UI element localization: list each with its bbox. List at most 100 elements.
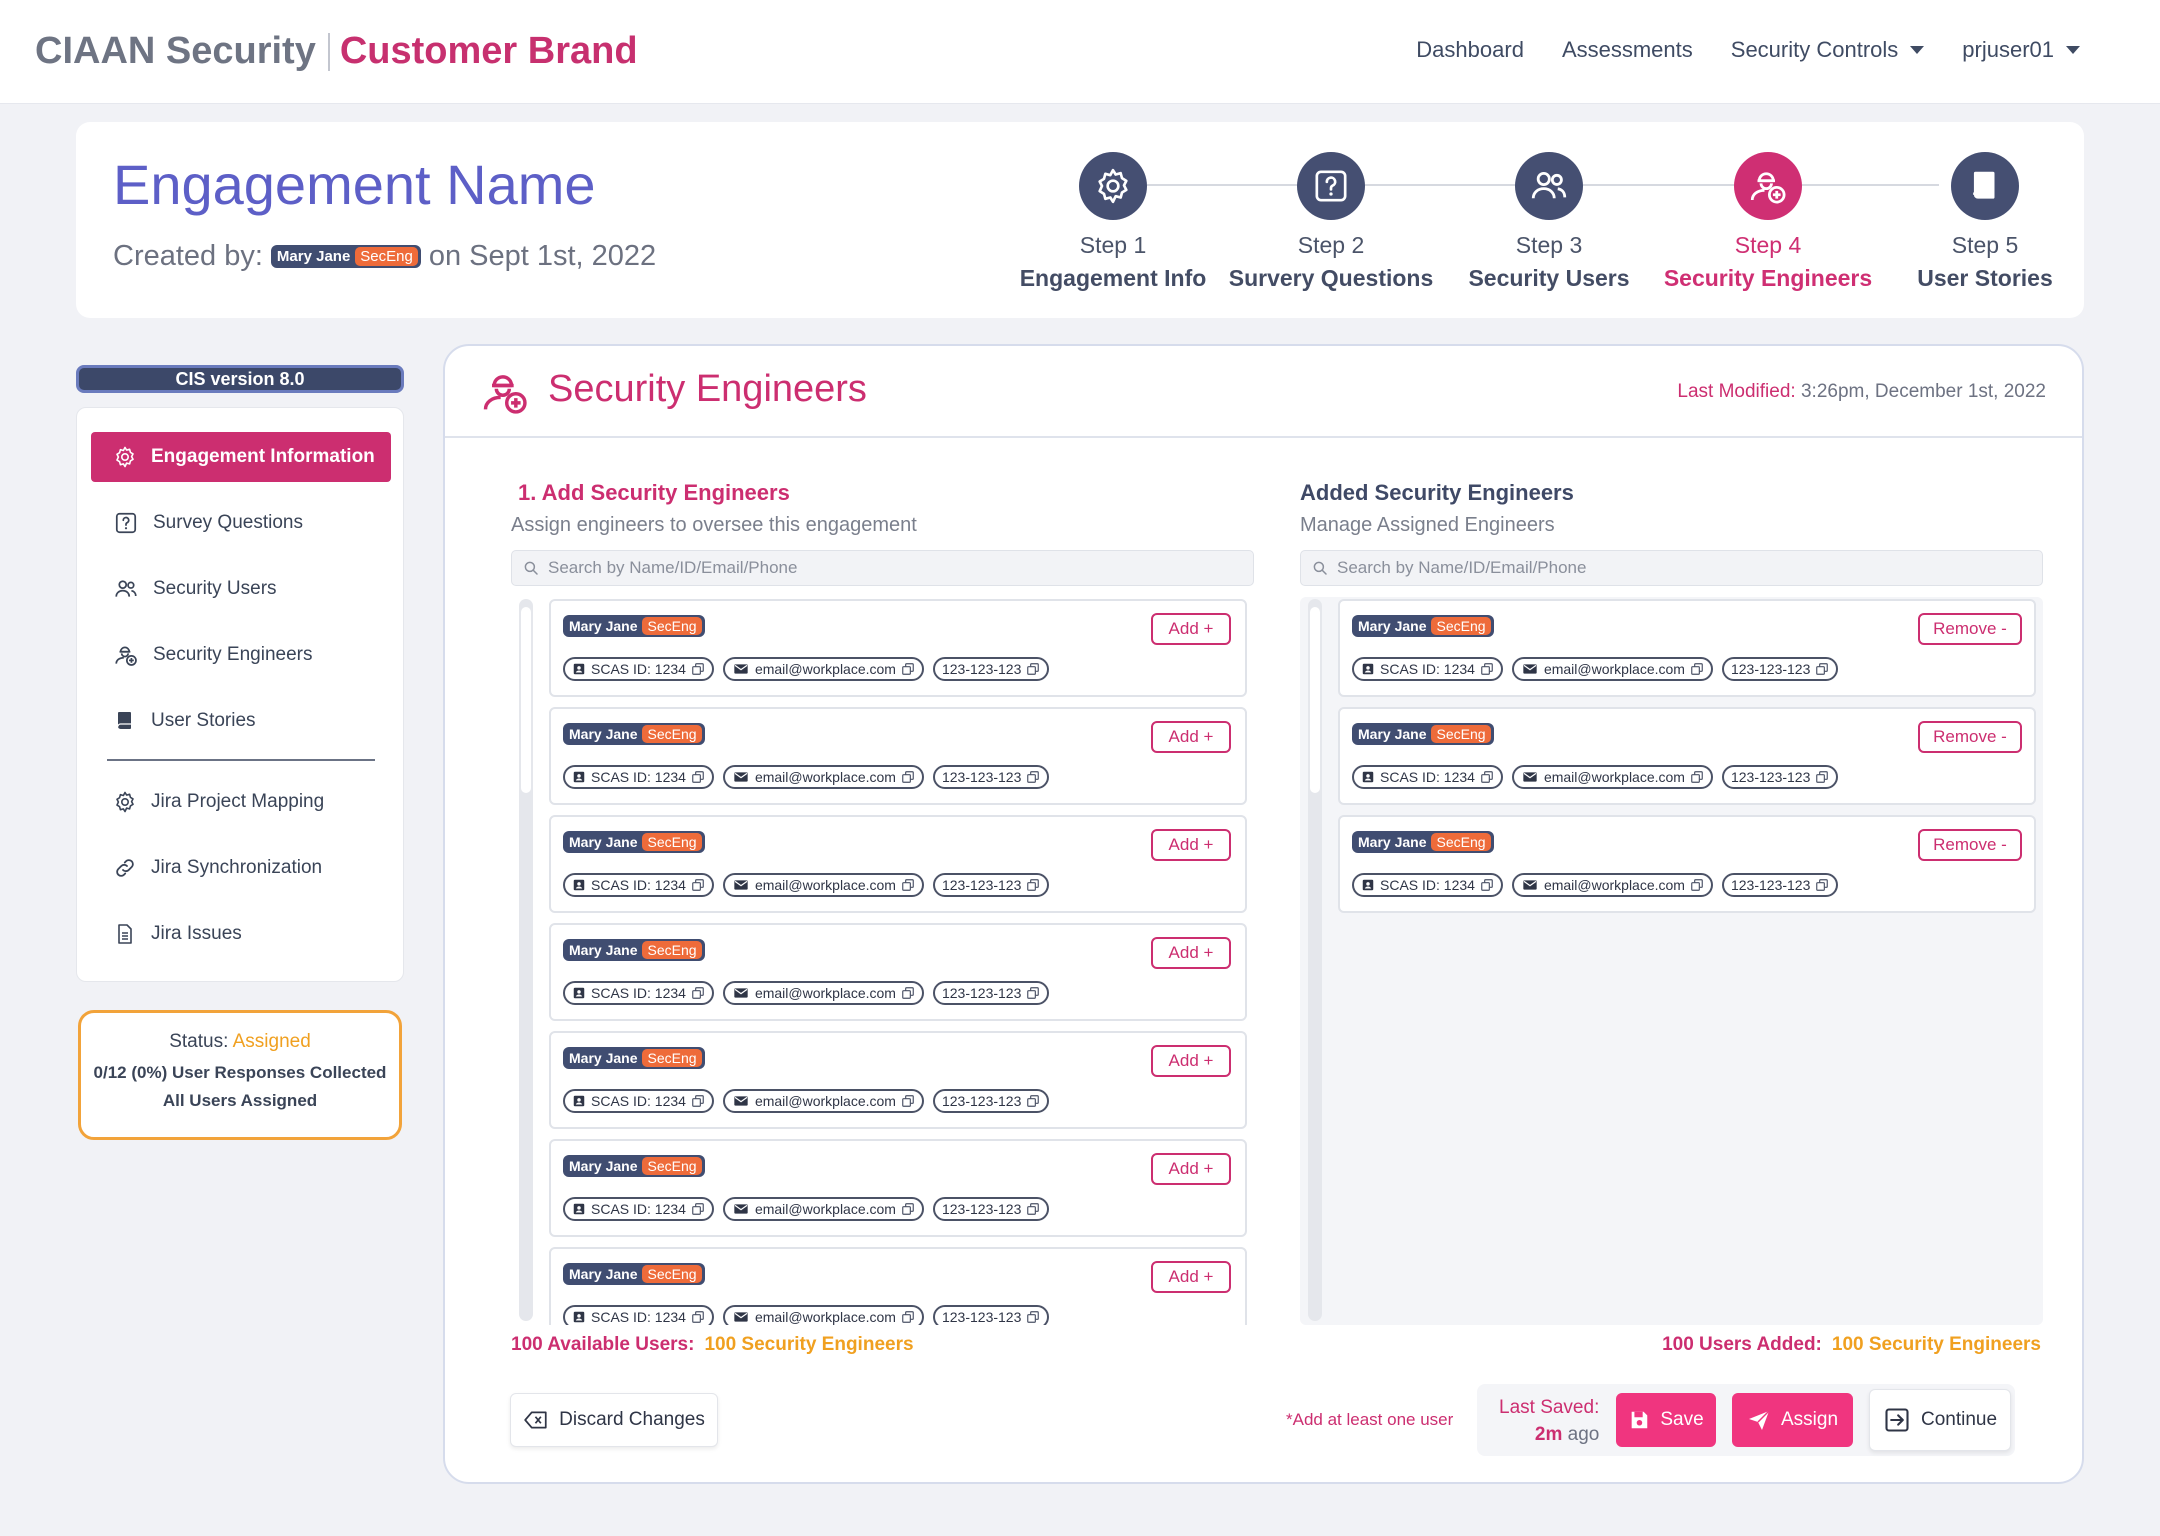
scas-id-pill[interactable]: SCAS ID: 1234: [1352, 657, 1503, 681]
email-pill[interactable]: email@workplace.com: [722, 873, 924, 897]
phone-pill[interactable]: 123-123-123: [932, 1197, 1050, 1221]
step-survey-questions[interactable]: Step 2 Survery Questions: [1221, 152, 1441, 292]
sidebar-item-security-engineers[interactable]: Security Engineers: [91, 630, 391, 680]
nav-assessments[interactable]: Assessments: [1562, 37, 1693, 63]
scrollbar[interactable]: [519, 599, 533, 1321]
copy-icon[interactable]: [1026, 1094, 1040, 1108]
copy-icon[interactable]: [1026, 1202, 1040, 1216]
scas-id-pill[interactable]: SCAS ID: 1234: [563, 981, 714, 1005]
copy-icon[interactable]: [691, 986, 705, 1000]
copy-icon[interactable]: [901, 1202, 915, 1216]
copy-icon[interactable]: [901, 1094, 915, 1108]
email-pill[interactable]: email@workplace.com: [1511, 873, 1713, 897]
copy-icon[interactable]: [901, 878, 915, 892]
scrollbar[interactable]: [1308, 599, 1322, 1321]
remove-engineer-button[interactable]: Remove -: [1918, 829, 2022, 861]
scas-id-pill[interactable]: SCAS ID: 1234: [563, 1089, 714, 1113]
step-user-stories[interactable]: Step 5 User Stories: [1875, 152, 2095, 292]
step-security-users[interactable]: Step 3 Security Users: [1439, 152, 1659, 292]
nav-dashboard[interactable]: Dashboard: [1416, 37, 1524, 63]
add-engineer-button[interactable]: Add +: [1151, 613, 1231, 645]
copy-icon[interactable]: [1026, 1310, 1040, 1324]
assign-button[interactable]: Assign: [1732, 1393, 1853, 1447]
add-engineer-button[interactable]: Add +: [1151, 1045, 1231, 1077]
scas-id-pill[interactable]: SCAS ID: 1234: [563, 873, 714, 897]
remove-engineer-button[interactable]: Remove -: [1918, 721, 2022, 753]
nav-user-menu[interactable]: prjuser01: [1962, 37, 2080, 63]
copy-icon[interactable]: [1815, 878, 1829, 892]
copy-icon[interactable]: [901, 770, 915, 784]
phone-pill[interactable]: 123-123-123: [1721, 873, 1839, 897]
phone-pill[interactable]: 123-123-123: [1721, 765, 1839, 789]
sidebar-item-security-users[interactable]: Security Users: [91, 564, 391, 614]
copy-icon[interactable]: [691, 1310, 705, 1324]
email-pill[interactable]: email@workplace.com: [722, 1197, 924, 1221]
copy-icon[interactable]: [1026, 770, 1040, 784]
save-icon: [1628, 1409, 1650, 1431]
remove-engineer-button[interactable]: Remove -: [1918, 613, 2022, 645]
sidebar-item-user-stories[interactable]: User Stories: [91, 696, 391, 746]
scrollbar-thumb[interactable]: [1310, 607, 1320, 793]
copy-icon[interactable]: [1690, 878, 1704, 892]
add-engineer-button[interactable]: Add +: [1151, 937, 1231, 969]
nav-security-controls-dropdown[interactable]: Security Controls: [1731, 37, 1925, 63]
phone-pill[interactable]: 123-123-123: [932, 657, 1050, 681]
email-pill[interactable]: email@workplace.com: [1511, 765, 1713, 789]
copy-icon[interactable]: [901, 662, 915, 676]
email-pill[interactable]: email@workplace.com: [722, 1089, 924, 1113]
scas-id-pill[interactable]: SCAS ID: 1234: [1352, 873, 1503, 897]
copy-icon[interactable]: [1480, 878, 1494, 892]
added-search-input[interactable]: Search by Name/ID/Email/Phone: [1300, 550, 2043, 586]
copy-icon[interactable]: [691, 1094, 705, 1108]
sidebar-item-jira-issues[interactable]: Jira Issues: [91, 909, 391, 959]
engineer-details: SCAS ID: 1234 email@workplace.com 123-123-…: [563, 981, 1050, 1005]
copy-icon[interactable]: [1480, 770, 1494, 784]
scas-id-pill[interactable]: SCAS ID: 1234: [563, 1305, 714, 1325]
copy-icon[interactable]: [1026, 878, 1040, 892]
available-search-input[interactable]: Search by Name/ID/Email/Phone: [511, 550, 1254, 586]
add-engineer-button[interactable]: Add +: [1151, 1261, 1231, 1293]
scas-id-pill[interactable]: SCAS ID: 1234: [1352, 765, 1503, 789]
continue-button[interactable]: Continue: [1869, 1389, 2011, 1451]
email-pill[interactable]: email@workplace.com: [1511, 657, 1713, 681]
copy-icon[interactable]: [691, 662, 705, 676]
copy-icon[interactable]: [1480, 662, 1494, 676]
step-security-engineers[interactable]: Step 4 Security Engineers: [1658, 152, 1878, 292]
email-pill[interactable]: email@workplace.com: [722, 981, 924, 1005]
phone-pill[interactable]: 123-123-123: [1721, 657, 1839, 681]
copy-icon[interactable]: [901, 1310, 915, 1324]
copy-icon[interactable]: [691, 878, 705, 892]
phone-pill[interactable]: 123-123-123: [932, 981, 1050, 1005]
scas-id-pill[interactable]: SCAS ID: 1234: [563, 765, 714, 789]
discard-changes-button[interactable]: Discard Changes: [510, 1393, 718, 1447]
copy-icon[interactable]: [1690, 770, 1704, 784]
copy-icon[interactable]: [691, 1202, 705, 1216]
phone-pill[interactable]: 123-123-123: [932, 765, 1050, 789]
sidebar-item-jira-project-mapping[interactable]: Jira Project Mapping: [91, 777, 391, 827]
phone-pill[interactable]: 123-123-123: [932, 1305, 1050, 1325]
email-pill[interactable]: email@workplace.com: [722, 765, 924, 789]
save-button[interactable]: Save: [1616, 1393, 1716, 1447]
phone-pill[interactable]: 123-123-123: [932, 873, 1050, 897]
step-engagement-info[interactable]: Step 1 Engagement Info: [1003, 152, 1223, 292]
brand-logo[interactable]: CIAAN Security Customer Brand: [35, 30, 638, 73]
copy-icon[interactable]: [1026, 986, 1040, 1000]
add-engineer-button[interactable]: Add +: [1151, 1153, 1231, 1185]
copy-icon[interactable]: [1815, 662, 1829, 676]
add-engineer-button[interactable]: Add +: [1151, 721, 1231, 753]
copy-icon[interactable]: [1815, 770, 1829, 784]
email-pill[interactable]: email@workplace.com: [722, 657, 924, 681]
copy-icon[interactable]: [901, 986, 915, 1000]
scas-id-pill[interactable]: SCAS ID: 1234: [563, 1197, 714, 1221]
scas-id-pill[interactable]: SCAS ID: 1234: [563, 657, 714, 681]
sidebar-item-engagement-information[interactable]: Engagement Information: [91, 432, 391, 482]
sidebar-item-survey-questions[interactable]: Survey Questions: [91, 498, 391, 548]
phone-pill[interactable]: 123-123-123: [932, 1089, 1050, 1113]
copy-icon[interactable]: [1026, 662, 1040, 676]
copy-icon[interactable]: [691, 770, 705, 784]
add-engineer-button[interactable]: Add +: [1151, 829, 1231, 861]
scrollbar-thumb[interactable]: [521, 607, 531, 793]
copy-icon[interactable]: [1690, 662, 1704, 676]
sidebar-item-jira-synchronization[interactable]: Jira Synchronization: [91, 843, 391, 893]
email-pill[interactable]: email@workplace.com: [722, 1305, 924, 1325]
